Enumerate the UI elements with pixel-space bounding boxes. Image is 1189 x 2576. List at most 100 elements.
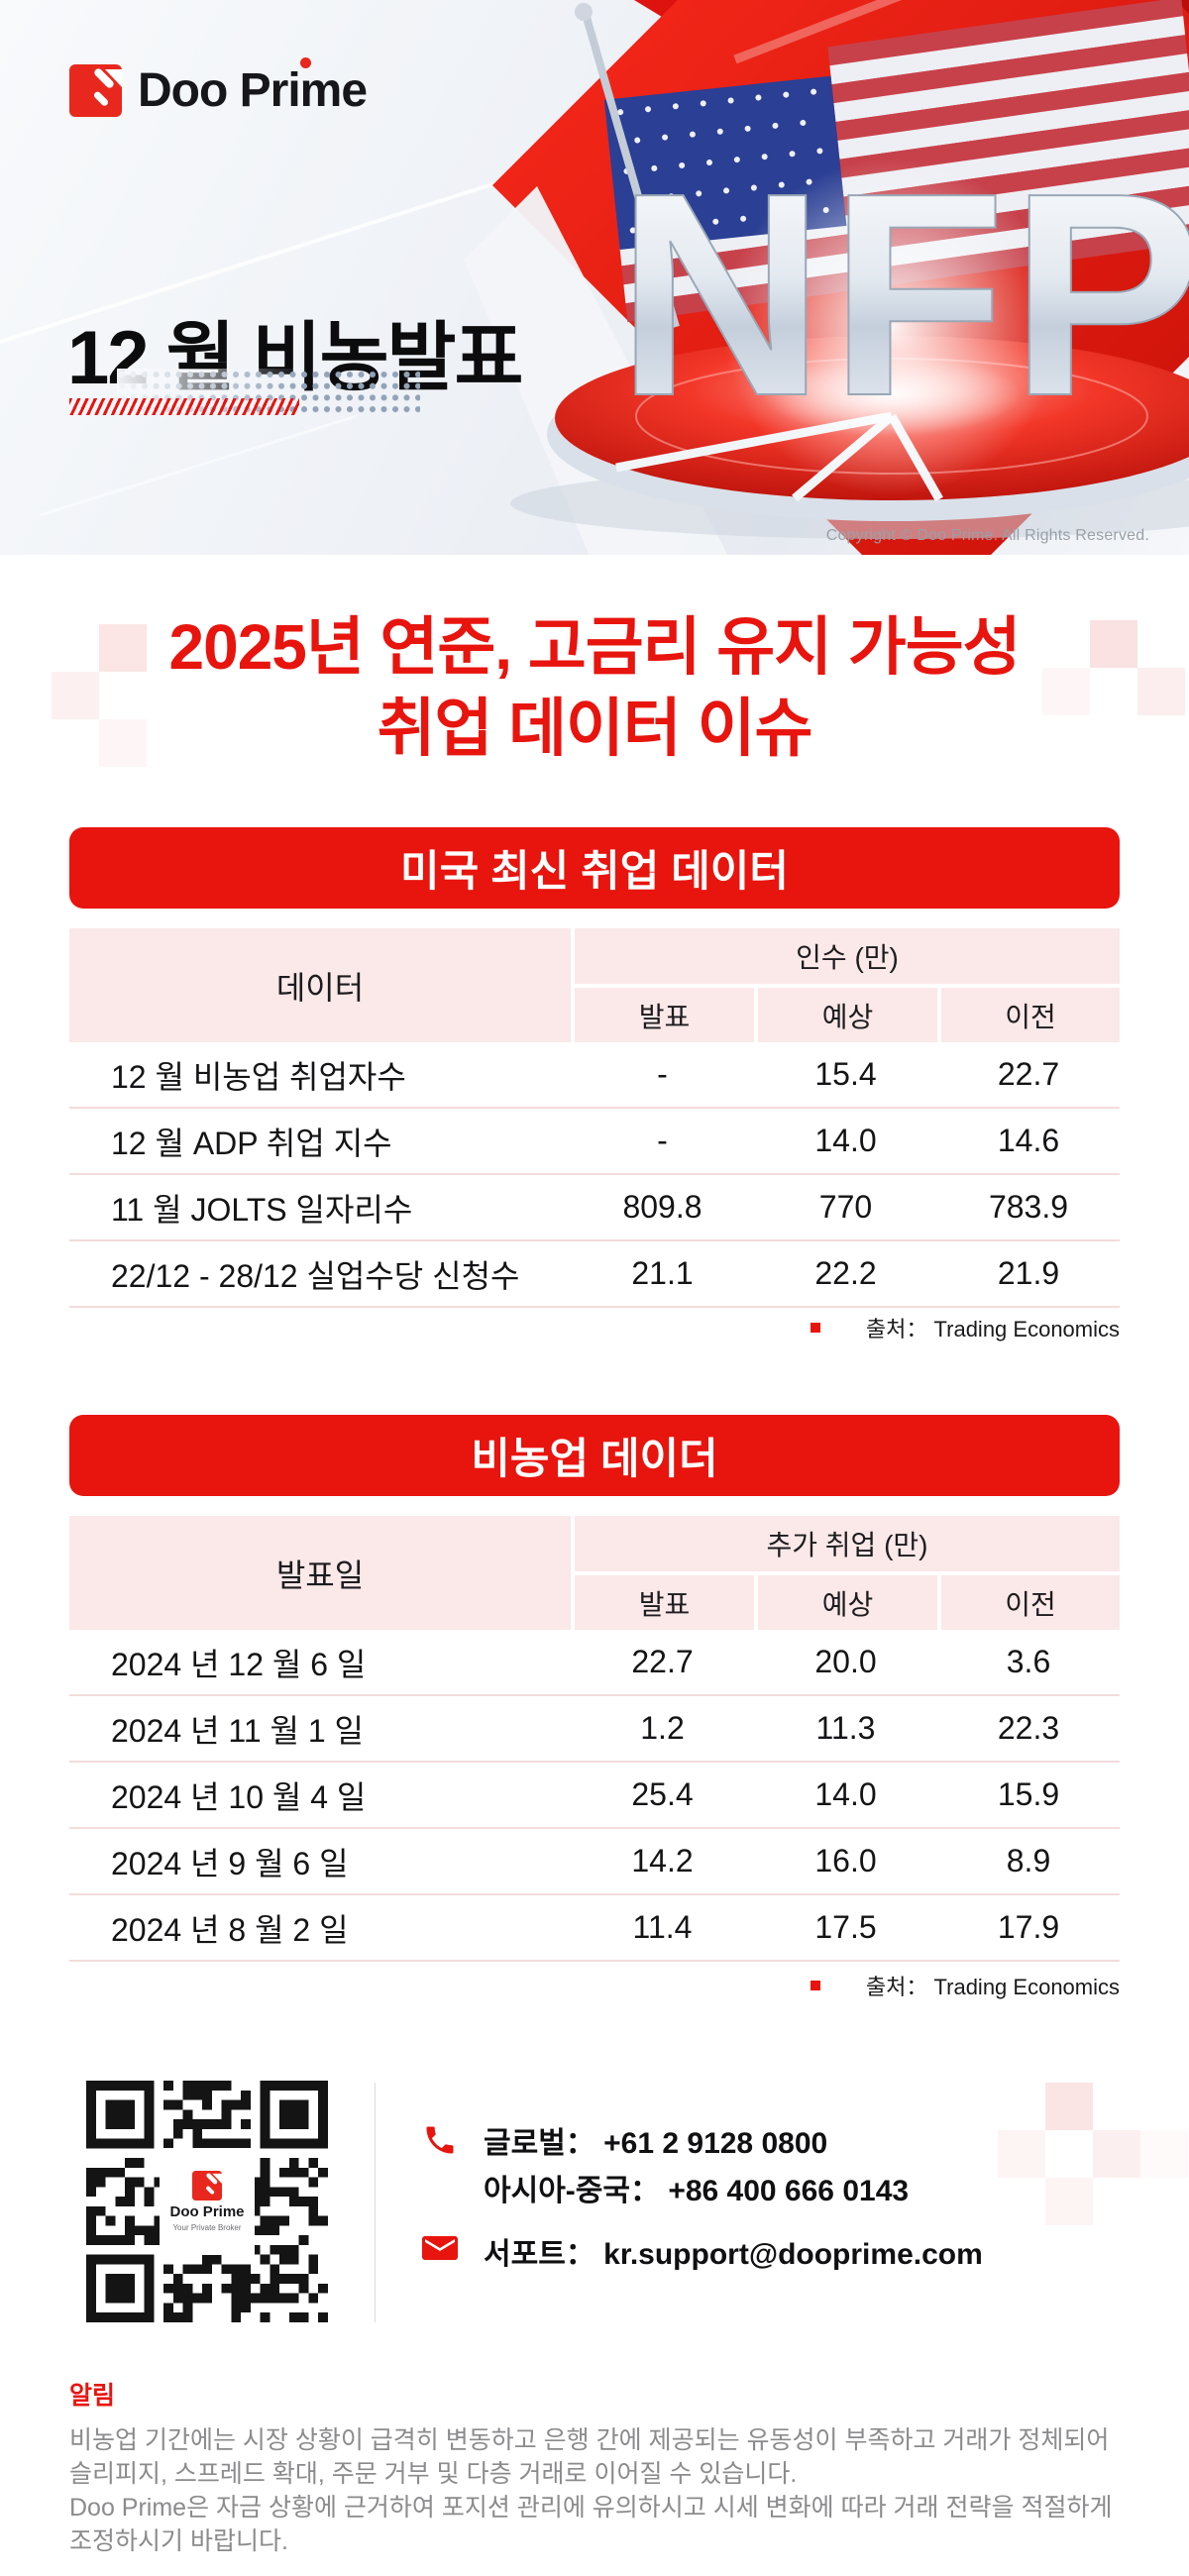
doo-prime-logo-icon [69,64,122,117]
value-expected: 770 [818,1189,873,1225]
source-text: 출처： Trading Economics [865,1317,1120,1342]
background-streaks [0,181,496,517]
source-note: 출처： Trading Economics [810,1312,1120,1343]
value-previous: 783.9 [988,1189,1069,1225]
notice-paragraph: Doo Prime은 자금 상황에 근거하여 포지션 관리에 유의하시고 시세 … [69,2494,1113,2555]
notice-disclaimer: 알림 비농업 기간에는 시장 상황이 급격히 변동하고 은행 간에 제공되는 유… [69,2376,1122,2558]
section2-table-header: 발표일 추가 취업 (만) 발표 예상 이전 [69,1516,1120,1630]
row-label: 12 월 비농업 취업자수 [111,1058,406,1095]
group-header: 인수 (만) [575,928,1120,984]
value-previous: 14.6 [997,1123,1060,1158]
hero-banner: NFP Doo Prime 12 월 비농발표 Copyright © Doo … [0,0,1189,555]
value-previous: 8.9 [1006,1843,1051,1878]
logo-red-dot [300,57,311,68]
qr-brand-name: Doo Prime [169,2203,245,2220]
contact-asia-line: 아시아-중국： +86 400 666 0143 [484,2164,983,2211]
checker-decoration [99,624,147,672]
qr-brand-tagline: Your Private Broker [172,2223,242,2232]
checker-decoration [1137,668,1185,715]
sub-header-previous: 이전 [941,988,1120,1042]
checker-decoration [998,2130,1045,2178]
column-header-date: 발표일 [69,1516,571,1630]
qr-center-logo: Doo Prime Your Private Broker [160,2148,255,2255]
doo-prime-logo: Doo Prime [69,57,368,118]
value-announced: 14.2 [631,1843,694,1878]
value-previous: 15.9 [997,1776,1060,1812]
table-row: 2024 년 11 월 1 일 1.2 11.3 22.3 [69,1696,1120,1763]
table-row: 12 월 비농업 취업자수 - 15.4 22.7 [69,1042,1120,1109]
value-previous: 3.6 [1006,1644,1051,1679]
value-previous: 22.7 [997,1056,1060,1092]
nfp-3d-text: NFP [616,133,1189,456]
red-square-bullet-icon [810,1323,820,1333]
headline-line1: 2025년 연준, 고금리 유지 가능성 [168,611,1022,683]
value-announced: 21.1 [631,1255,694,1291]
value-announced: - [657,1123,668,1158]
table-row: 2024 년 10 월 4 일 25.4 14.0 15.9 [69,1763,1120,1829]
notice-title: 알림 [69,2382,116,2410]
value-announced: 1.2 [640,1710,685,1746]
value-expected: 16.0 [814,1843,877,1878]
sub-header-expected: 예상 [758,988,937,1042]
checker-decoration [99,719,147,767]
headline-line2: 취업 데이터 이슈 [377,693,813,764]
column-header-data: 데이터 [69,928,571,1042]
row-label: 2024 년 8 월 2 일 [111,1911,349,1948]
checker-decoration [1140,2130,1188,2178]
red-square-bullet-icon [810,1981,820,1990]
section2-banner: 비농업 데이더 [69,1415,1120,1496]
contact-global-line: 글로벌： +61 2 9128 0800 [422,2116,983,2164]
source-text: 출처： Trading Economics [865,1975,1120,1999]
section1-table-header: 데이터 인수 (만) 발표 예상 이전 [69,928,1120,1042]
section1-banner: 미국 최신 취업 데이터 [69,827,1120,909]
row-label: 2024 년 11 월 1 일 [111,1712,364,1749]
table-row: 2024 년 8 월 2 일 11.4 17.5 17.9 [69,1895,1120,1962]
checker-decoration [1045,2178,1093,2225]
headline: 2025년 연준, 고금리 유지 가능성 취업 데이터 이슈 [0,606,1189,769]
contact-support-line: 서포트： kr.support@dooprime.com [422,2227,983,2275]
nfp-hero-graphic: NFP [0,0,1189,555]
row-label: 2024 년 10 월 4 일 [111,1778,367,1815]
value-previous: 17.9 [997,1909,1060,1945]
checker-decoration [1045,2083,1093,2130]
sub-header-announced: 발표 [575,1575,754,1630]
envelope-icon [422,2236,458,2260]
value-expected: 15.4 [814,1056,877,1092]
row-label: 2024 년 12 월 6 일 [111,1646,367,1682]
row-label: 2024 년 9 월 6 일 [111,1845,349,1881]
section1-table-body: 12 월 비농업 취업자수 - 15.4 22.7 12 월 ADP 취업 지수… [69,1042,1120,1308]
value-previous: 21.9 [997,1255,1060,1291]
table-row: 2024 년 12 월 6 일 22.7 20.0 3.6 [69,1630,1120,1696]
value-announced: 809.8 [622,1189,703,1225]
notice-paragraph: 비농업 기간에는 시장 상황이 급격히 변동하고 은행 간에 제공되는 유동성이… [69,2426,1110,2488]
copyright-text: Copyright © Doo Prime. All Rights Reserv… [825,527,1149,544]
table-row: 2024 년 9 월 6 일 14.2 16.0 8.9 [69,1829,1120,1895]
row-label: 11 월 JOLTS 일자리수 [111,1191,413,1228]
group-header: 추가 취업 (만) [575,1516,1120,1571]
table-row: 11 월 JOLTS 일자리수 809.8 770 783.9 [69,1175,1120,1241]
value-expected: 17.5 [814,1909,877,1945]
checker-decoration [1093,2130,1140,2178]
row-label: 22/12 - 28/12 실업수당 신청수 [111,1257,520,1294]
value-expected: 22.2 [814,1255,877,1291]
value-announced: 11.4 [632,1909,693,1945]
contact-asia-text: 아시아-중국： +86 400 666 0143 [484,2175,910,2207]
sub-header-expected: 예상 [758,1575,937,1630]
center-glow [723,159,1060,495]
checker-decoration [52,672,99,719]
section2-table-body: 2024 년 12 월 6 일 22.7 20.0 3.6 2024 년 11 … [69,1630,1120,1962]
value-announced: - [657,1056,668,1092]
checker-decoration [1042,668,1090,715]
checker-decoration [1090,620,1137,668]
qr-code: Doo Prime Your Private Broker [86,2081,328,2322]
value-previous: 22.3 [997,1710,1060,1746]
source-note: 출처： Trading Economics [810,1970,1120,2001]
value-announced: 22.7 [631,1644,694,1679]
table-row: 22/12 - 28/12 실업수당 신청수 21.1 22.2 21.9 [69,1241,1120,1308]
value-expected: 14.0 [814,1776,877,1812]
sub-header-announced: 발표 [575,988,754,1042]
value-expected: 11.3 [815,1710,876,1746]
phone-icon [426,2126,454,2154]
contact-support-text: 서포트： kr.support@dooprime.com [484,2238,983,2271]
hatch-decoration [69,398,299,415]
